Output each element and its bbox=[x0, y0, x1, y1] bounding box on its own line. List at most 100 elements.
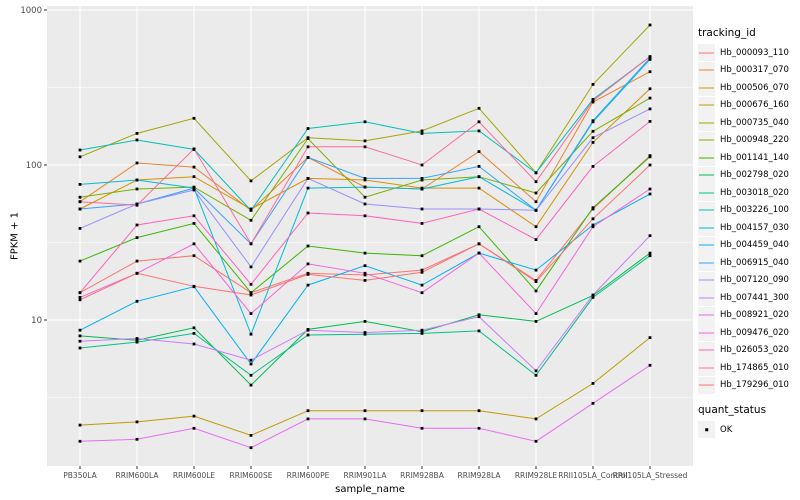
data-point bbox=[420, 268, 424, 272]
data-point bbox=[363, 178, 367, 182]
data-point bbox=[363, 139, 367, 143]
data-point bbox=[78, 298, 82, 302]
legend-item-label: Hb_008921_020 bbox=[720, 310, 789, 321]
data-point bbox=[591, 129, 595, 133]
data-point bbox=[192, 254, 196, 258]
data-point bbox=[477, 175, 481, 179]
legend-item-label: Hb_009476_020 bbox=[720, 327, 789, 338]
data-point bbox=[648, 254, 652, 258]
data-point bbox=[534, 439, 538, 443]
data-point bbox=[591, 99, 595, 103]
data-point bbox=[78, 227, 82, 230]
data-point bbox=[306, 409, 310, 413]
data-point bbox=[534, 417, 538, 421]
legend-item-label: Hb_000948_220 bbox=[720, 135, 789, 146]
data-point bbox=[648, 58, 652, 61]
legend-key-line bbox=[699, 384, 714, 386]
data-point bbox=[78, 155, 82, 159]
legend-item-label: Hb_003226_100 bbox=[720, 205, 789, 216]
data-point bbox=[192, 175, 196, 179]
data-point bbox=[591, 83, 595, 86]
legend-key-swatch bbox=[698, 201, 715, 219]
data-point bbox=[135, 161, 139, 165]
data-point bbox=[648, 192, 652, 196]
data-point bbox=[534, 225, 538, 229]
legend-key-swatch bbox=[698, 114, 715, 132]
data-point bbox=[306, 186, 310, 190]
data-point bbox=[648, 120, 652, 123]
legend-item-Hb_006915_040: Hb_006915_040 bbox=[698, 254, 798, 272]
data-point bbox=[249, 179, 253, 183]
y-tick-label: 10 bbox=[31, 316, 42, 326]
data-point bbox=[591, 119, 595, 123]
data-point bbox=[192, 116, 196, 120]
data-point bbox=[363, 251, 367, 255]
data-point bbox=[420, 283, 424, 287]
data-point bbox=[477, 329, 481, 333]
legend-item-label: Hb_001141_140 bbox=[720, 152, 789, 163]
data-point bbox=[306, 145, 310, 149]
legend-key-line bbox=[699, 69, 714, 71]
data-point bbox=[363, 320, 367, 323]
data-point bbox=[306, 262, 310, 266]
data-point bbox=[534, 320, 538, 323]
data-point bbox=[78, 334, 82, 338]
data-point bbox=[135, 420, 139, 424]
legend-item-Hb_008921_020: Hb_008921_020 bbox=[698, 306, 798, 325]
legend-item-label: Hb_026053_020 bbox=[720, 345, 789, 356]
legend-key-line bbox=[699, 262, 714, 264]
plot-panel bbox=[47, 6, 693, 466]
x-tick-label: RRII105LA_Stressed bbox=[613, 471, 688, 480]
data-point bbox=[591, 225, 595, 229]
data-point bbox=[192, 342, 196, 346]
data-point bbox=[306, 328, 310, 332]
data-point bbox=[534, 280, 538, 283]
data-point bbox=[648, 251, 652, 255]
data-point bbox=[363, 417, 367, 421]
data-point bbox=[591, 165, 595, 168]
data-point bbox=[78, 439, 82, 443]
data-point bbox=[534, 180, 538, 184]
data-point bbox=[591, 136, 595, 140]
data-point bbox=[420, 330, 424, 334]
legend-key-line bbox=[699, 87, 714, 89]
data-point bbox=[306, 273, 310, 276]
legend-item-Hb_026053_020: Hb_026053_020 bbox=[698, 341, 798, 360]
x-tick-label: RRIM600LA bbox=[116, 471, 160, 480]
legend-item-label: Hb_003018_020 bbox=[720, 187, 789, 198]
data-point bbox=[192, 332, 196, 335]
data-point bbox=[135, 132, 139, 135]
data-point bbox=[135, 178, 139, 182]
legend-item-Hb_000948_220: Hb_000948_220 bbox=[698, 131, 798, 150]
data-point bbox=[591, 141, 595, 144]
legend-item-Hb_179296_010: Hb_179296_010 bbox=[698, 376, 798, 395]
legend-key-swatch bbox=[698, 61, 715, 79]
data-point bbox=[306, 333, 310, 337]
data-point bbox=[477, 150, 481, 153]
legend-item-Hb_004459_040: Hb_004459_040 bbox=[698, 236, 798, 255]
legend-key-line bbox=[699, 332, 714, 334]
data-point bbox=[192, 165, 196, 169]
legend-key-point bbox=[704, 428, 709, 432]
data-point bbox=[249, 383, 253, 387]
legend-item-Hb_000317_070: Hb_000317_070 bbox=[698, 61, 798, 80]
legend-item-label: Hb_000676_160 bbox=[720, 100, 789, 111]
data-point bbox=[249, 446, 253, 450]
data-point bbox=[534, 369, 538, 373]
data-point bbox=[135, 299, 139, 303]
data-point bbox=[420, 207, 424, 211]
data-point bbox=[477, 242, 481, 246]
legend-key-swatch bbox=[698, 79, 715, 97]
data-point bbox=[78, 296, 82, 299]
legend-key-swatch bbox=[698, 254, 715, 272]
data-point bbox=[477, 186, 481, 190]
data-point bbox=[420, 332, 424, 335]
data-point bbox=[363, 332, 367, 336]
legend-key-line bbox=[699, 52, 714, 54]
legend-item-quant-OK: OK bbox=[698, 421, 798, 439]
legend-title-quant-status: quant_status bbox=[698, 404, 767, 416]
x-tick-label: RRIM600PE bbox=[287, 471, 330, 480]
data-point bbox=[363, 145, 367, 149]
legend-key-line bbox=[699, 244, 714, 246]
